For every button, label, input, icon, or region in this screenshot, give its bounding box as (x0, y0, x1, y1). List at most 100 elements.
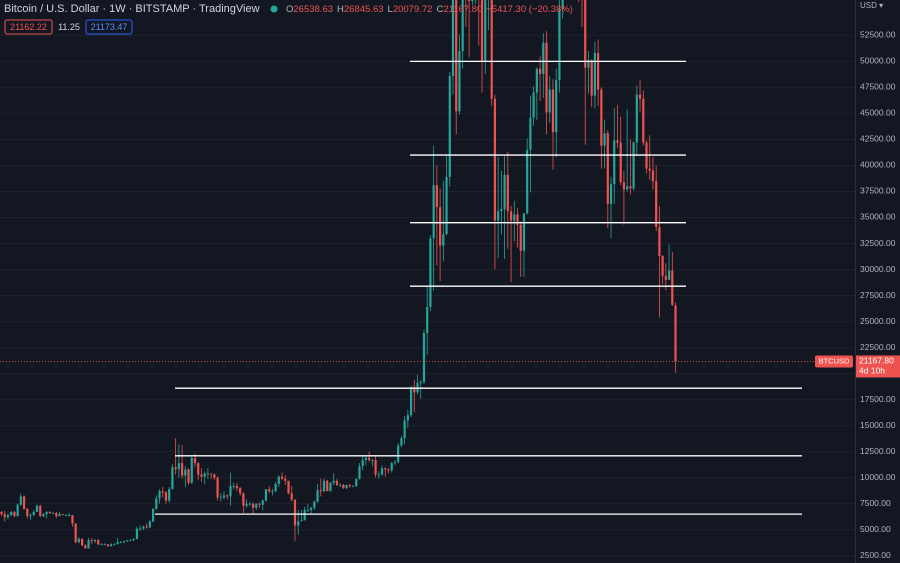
candle-body (480, 0, 484, 62)
candle-body (538, 68, 542, 74)
candle-body (632, 142, 635, 189)
candle-body (306, 509, 309, 511)
candle-body (371, 459, 374, 461)
candle-body (319, 490, 322, 492)
candle-body (71, 515, 74, 524)
candle-body (671, 270, 674, 305)
candle-body (110, 544, 113, 547)
candle-body (164, 492, 168, 501)
candle-body (32, 512, 35, 516)
candle-body (468, 0, 471, 2)
candle-body (239, 488, 242, 494)
candle-body (419, 381, 422, 383)
candle-body (300, 520, 303, 522)
candle-body (222, 495, 226, 498)
y-tick-label: 7500.00 (860, 498, 891, 508)
candle-body (287, 480, 290, 494)
candle-body (526, 149, 529, 214)
candle-body (255, 503, 258, 508)
currency: USD ▾ (860, 1, 883, 10)
candle-body (280, 476, 284, 479)
candle-body (193, 457, 197, 464)
candle-body (374, 459, 377, 475)
candle-body (635, 94, 638, 143)
candle-body (490, 0, 493, 99)
candle-body (310, 507, 313, 510)
candle-body (126, 540, 129, 542)
candle-body (155, 498, 158, 509)
candle-body (35, 505, 39, 513)
candle-body (555, 80, 558, 133)
candle-body (648, 168, 651, 171)
candle-body (358, 466, 361, 479)
symbol-tag-label: BTCUSD (819, 356, 850, 365)
candle-body (142, 526, 145, 529)
candle-body (64, 515, 68, 516)
candle-body (181, 463, 184, 476)
axis-background (855, 0, 900, 563)
candle-body (542, 42, 545, 74)
ohlc-key: H (337, 4, 344, 15)
candle-body (397, 445, 400, 463)
ohlc-value: 20079.72 (393, 4, 433, 15)
candle-body (322, 480, 326, 492)
y-tick-label: 52500.00 (860, 30, 896, 40)
candle-body (345, 484, 348, 489)
y-tick-label: 12500.00 (860, 446, 896, 456)
candle-body (400, 438, 403, 446)
candle-body (90, 540, 93, 542)
candle-body (584, 0, 587, 68)
candle-body (29, 515, 32, 517)
candle-body (42, 514, 45, 517)
candle-body (471, 0, 474, 2)
candle-body (55, 513, 58, 517)
candle-body (558, 9, 561, 81)
header: Bitcoin / U.S. Dollar · 1W · BITSTAMP · … (4, 3, 573, 35)
candle-body (122, 541, 126, 543)
candle-body (629, 186, 632, 189)
candle-body (516, 214, 519, 225)
candle-body (242, 493, 245, 506)
y-tick-label: 5000.00 (860, 524, 891, 534)
candle-body (597, 53, 600, 90)
candle-body (274, 483, 277, 492)
candle-body (0, 512, 3, 515)
candle-body (348, 484, 351, 486)
candle-body (626, 186, 629, 190)
candle-body (484, 0, 487, 62)
candle-body (48, 512, 51, 514)
candle-body (119, 542, 122, 543)
candle-body (561, 0, 564, 10)
candle-body (39, 505, 42, 517)
status-dot (270, 5, 278, 13)
candle-body (442, 234, 445, 246)
ask: 21173.47 (91, 22, 128, 32)
candle-body (529, 117, 532, 150)
candle-body (184, 469, 187, 476)
ohlc-value: 26538.63 (293, 4, 333, 15)
y-tick-label: 15000.00 (860, 420, 896, 430)
candle-body (455, 0, 458, 112)
candle-body (226, 495, 229, 497)
candle-body (655, 181, 658, 227)
candle-body (361, 459, 364, 467)
ask-box (85, 19, 133, 35)
candle-body (277, 476, 280, 484)
candle-body (406, 415, 409, 421)
candle-body (445, 176, 448, 235)
candle-body (106, 544, 110, 547)
candle-body (132, 539, 135, 541)
candle-body (326, 480, 329, 492)
candle-body (87, 540, 90, 549)
candle-body (603, 133, 606, 146)
candle-body (422, 333, 426, 382)
candle-body (368, 457, 371, 460)
candle-body (522, 213, 526, 251)
candle-body (380, 468, 384, 475)
candle-body (248, 503, 251, 505)
price-tag-label: 21167.80 (859, 356, 894, 366)
candle-body (290, 493, 293, 500)
y-tick-label: 32500.00 (860, 238, 896, 248)
candle-body (113, 544, 116, 546)
candle-body (638, 94, 642, 99)
